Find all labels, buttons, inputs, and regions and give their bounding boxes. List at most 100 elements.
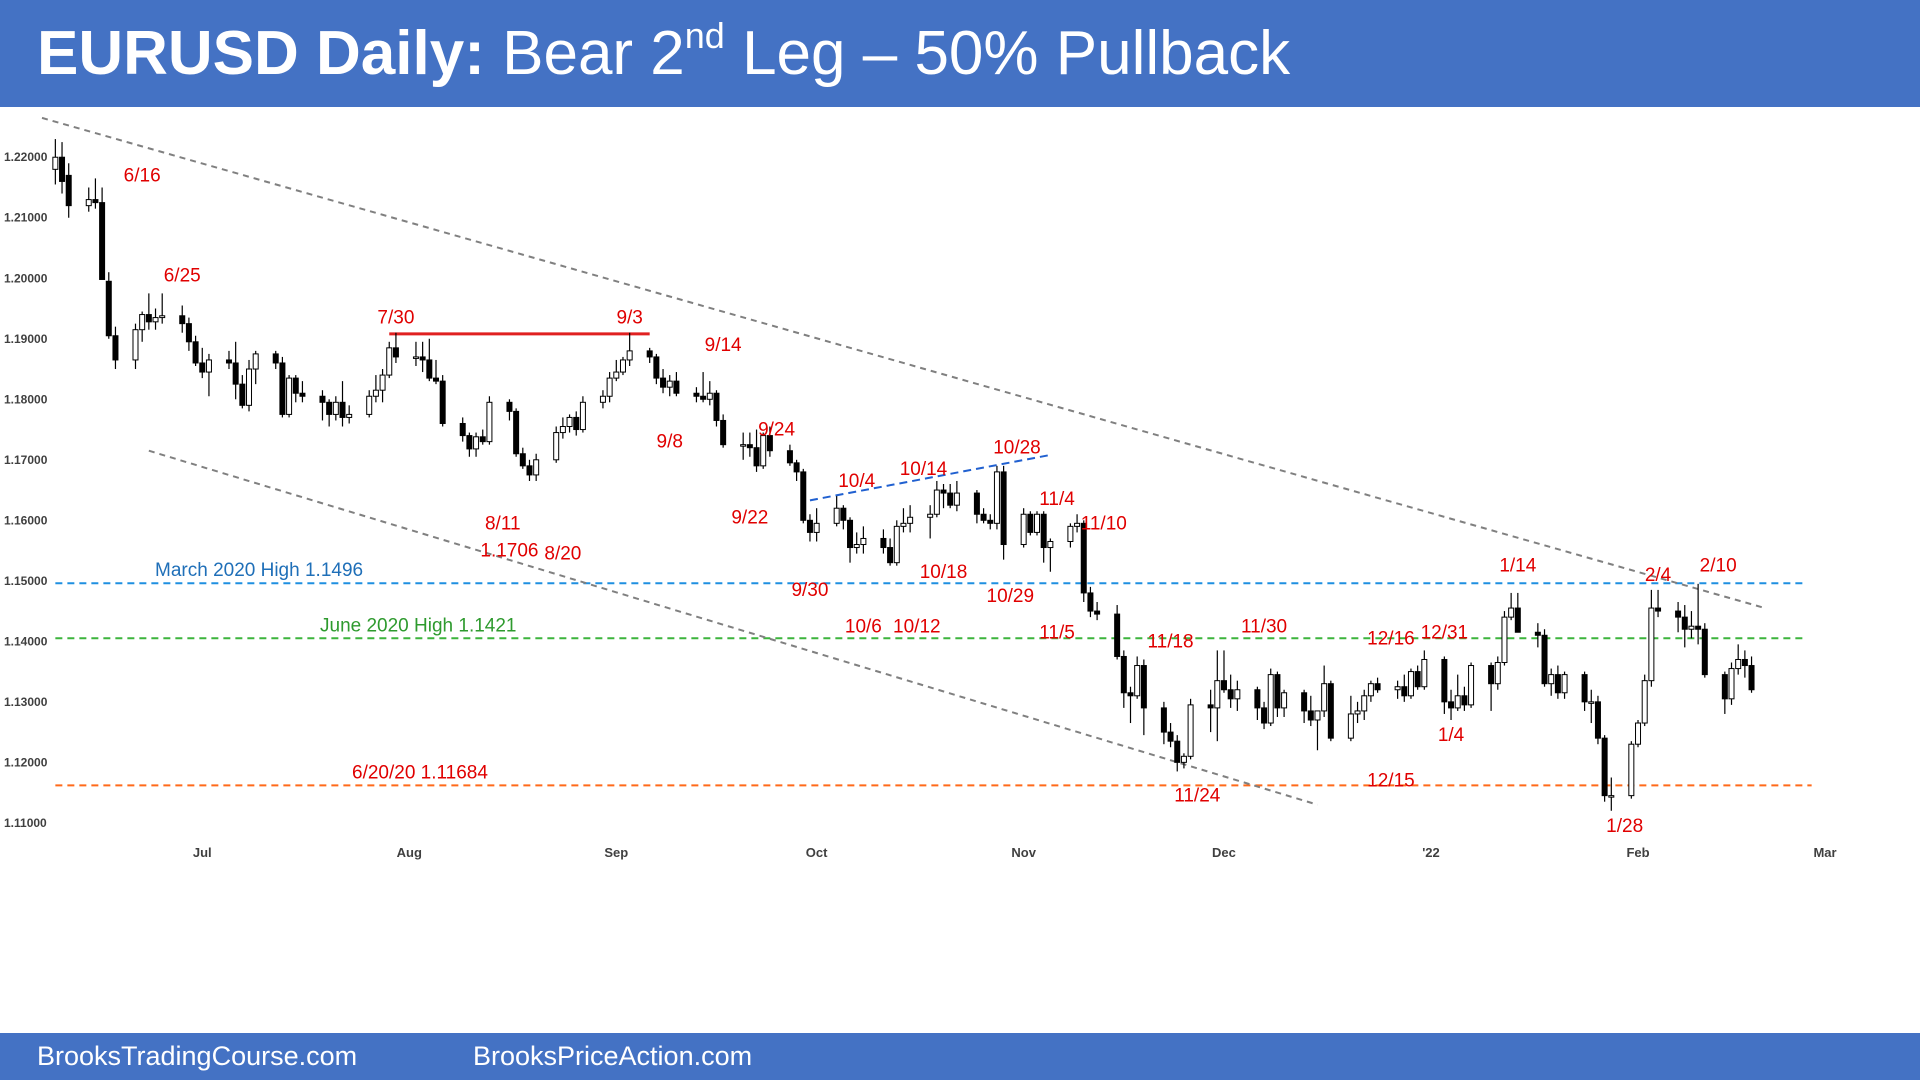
candle-2021-08-13	[486, 396, 493, 445]
candle-body-bear	[1167, 731, 1174, 742]
candle-body-bull	[1635, 722, 1642, 745]
candle-2021-12-24	[1374, 677, 1381, 693]
candle-2021-09-28	[793, 459, 800, 481]
candle-2021-12-31	[1421, 650, 1428, 690]
candle-body-bear	[1174, 740, 1181, 763]
candle-2021-08-04	[426, 338, 433, 382]
candle-2021-12-20	[1347, 695, 1354, 742]
candle-2021-06-17	[105, 272, 112, 339]
candle-body-bear	[847, 519, 854, 549]
candle-body-bull	[1047, 540, 1054, 549]
level-label-0: March 2020 High 1.1496	[155, 560, 363, 581]
candle-body-bear	[232, 362, 239, 385]
candle-body-bear	[59, 156, 66, 182]
candle-2021-07-06	[232, 341, 239, 400]
candle-body-bear	[720, 419, 727, 446]
candle-body-bull	[1361, 695, 1368, 712]
candle-body-bull	[740, 444, 747, 447]
candle-body-bull	[412, 356, 419, 359]
candle-body-bull	[1034, 513, 1041, 533]
candle-2021-08-09	[459, 417, 466, 442]
candle-2022-02-17	[1741, 650, 1748, 678]
candle-2021-07-07	[239, 375, 246, 409]
candle-2021-11-30	[1214, 650, 1221, 742]
candle-2022-01-03	[1441, 656, 1448, 714]
candle-body-bear	[65, 174, 72, 207]
candle-2022-01-07	[1468, 662, 1475, 708]
candle-body-bear	[319, 395, 326, 403]
y-tick-label: 1.17000	[4, 453, 48, 467]
candle-body-bear	[326, 401, 333, 415]
candle-body-bull	[907, 516, 914, 524]
candle-body-bear	[1655, 607, 1662, 612]
candle-2021-09-08	[660, 369, 667, 394]
candle-body-bear	[1087, 592, 1094, 612]
candle-body-bear	[1301, 692, 1308, 712]
candle-body-bear	[1120, 655, 1127, 694]
candle-body-bear	[693, 392, 700, 397]
y-tick-label: 1.18000	[4, 392, 48, 406]
annotation-label: 6/25	[164, 265, 201, 286]
candle-2021-07-26	[366, 390, 373, 418]
candle-body-bull	[1314, 710, 1321, 721]
candle-2022-01-04	[1448, 689, 1455, 720]
candle-body-bear	[513, 410, 520, 455]
annotation-label: 1/14	[1499, 556, 1536, 577]
candle-2021-09-15	[706, 381, 713, 406]
candle-body-bear	[880, 537, 887, 549]
candle-2022-01-21	[1561, 671, 1568, 699]
y-tick-label: 1.11000	[4, 816, 47, 830]
candle-body-bull	[1421, 658, 1428, 688]
candle-2021-10-14	[900, 508, 907, 533]
candle-2021-10-26	[980, 508, 987, 524]
candle-2021-06-11	[65, 163, 72, 218]
candle-2021-10-06	[847, 517, 854, 563]
candle-body-bull	[760, 435, 767, 467]
candle-body-bull	[159, 315, 166, 319]
candle-body-bull	[366, 395, 373, 415]
candle-body-bull	[1468, 665, 1475, 706]
candle-body-bear	[980, 513, 987, 521]
candle-body-bull	[1134, 665, 1141, 697]
candle-body-bear	[1701, 628, 1708, 676]
candle-2021-08-26	[573, 411, 580, 436]
candle-body-bear	[419, 356, 426, 361]
candle-body-bull	[1508, 607, 1515, 618]
candle-body-bear	[145, 314, 152, 323]
candle-2022-01-31	[1628, 741, 1635, 799]
x-tick-label: Aug	[397, 845, 422, 860]
candle-body-bull	[559, 426, 566, 434]
candle-2021-07-13	[279, 356, 286, 418]
candle-body-bear	[1448, 701, 1455, 709]
trend-line-0	[41, 116, 1766, 610]
candle-2021-07-14	[286, 375, 293, 418]
annotation-label: 12/31	[1421, 622, 1469, 643]
candle-body-bull	[619, 359, 626, 373]
title-prefix: Bear 2	[502, 19, 685, 88]
candle-body-bear	[1040, 513, 1047, 549]
candle-body-bull	[1501, 616, 1508, 664]
candle-body-bear	[673, 380, 680, 394]
annotation-label: 11/5	[1039, 622, 1075, 643]
candle-body-bull	[927, 513, 934, 518]
candle-2021-09-13	[693, 387, 700, 403]
candle-body-bear	[506, 401, 513, 412]
x-tick-label: Nov	[1011, 845, 1036, 860]
candle-2021-11-02	[1027, 511, 1034, 536]
annotation-label: 10/14	[900, 459, 948, 480]
candle-2021-12-30	[1414, 665, 1421, 690]
candle-body-bull	[1234, 689, 1241, 700]
candle-body-bear	[1554, 674, 1561, 694]
candle-2021-12-17	[1327, 680, 1334, 742]
candle-body-bear	[753, 447, 760, 467]
candle-2021-07-30	[392, 332, 399, 363]
annotations: 6/16 6/25 7/30 9/3 9/14 9/8 9/24 8/11 1.1706 8/20…	[124, 165, 1737, 837]
candle-2022-01-14	[1514, 592, 1521, 633]
y-tick-label: 1.19000	[4, 332, 48, 346]
candle-body-bull	[933, 489, 940, 515]
candle-body-bull	[372, 389, 379, 397]
candle-body-bear	[299, 392, 306, 397]
candle-body-bull	[953, 492, 960, 506]
candle-body-bear	[1594, 701, 1601, 739]
candle-2021-08-16	[506, 399, 513, 421]
